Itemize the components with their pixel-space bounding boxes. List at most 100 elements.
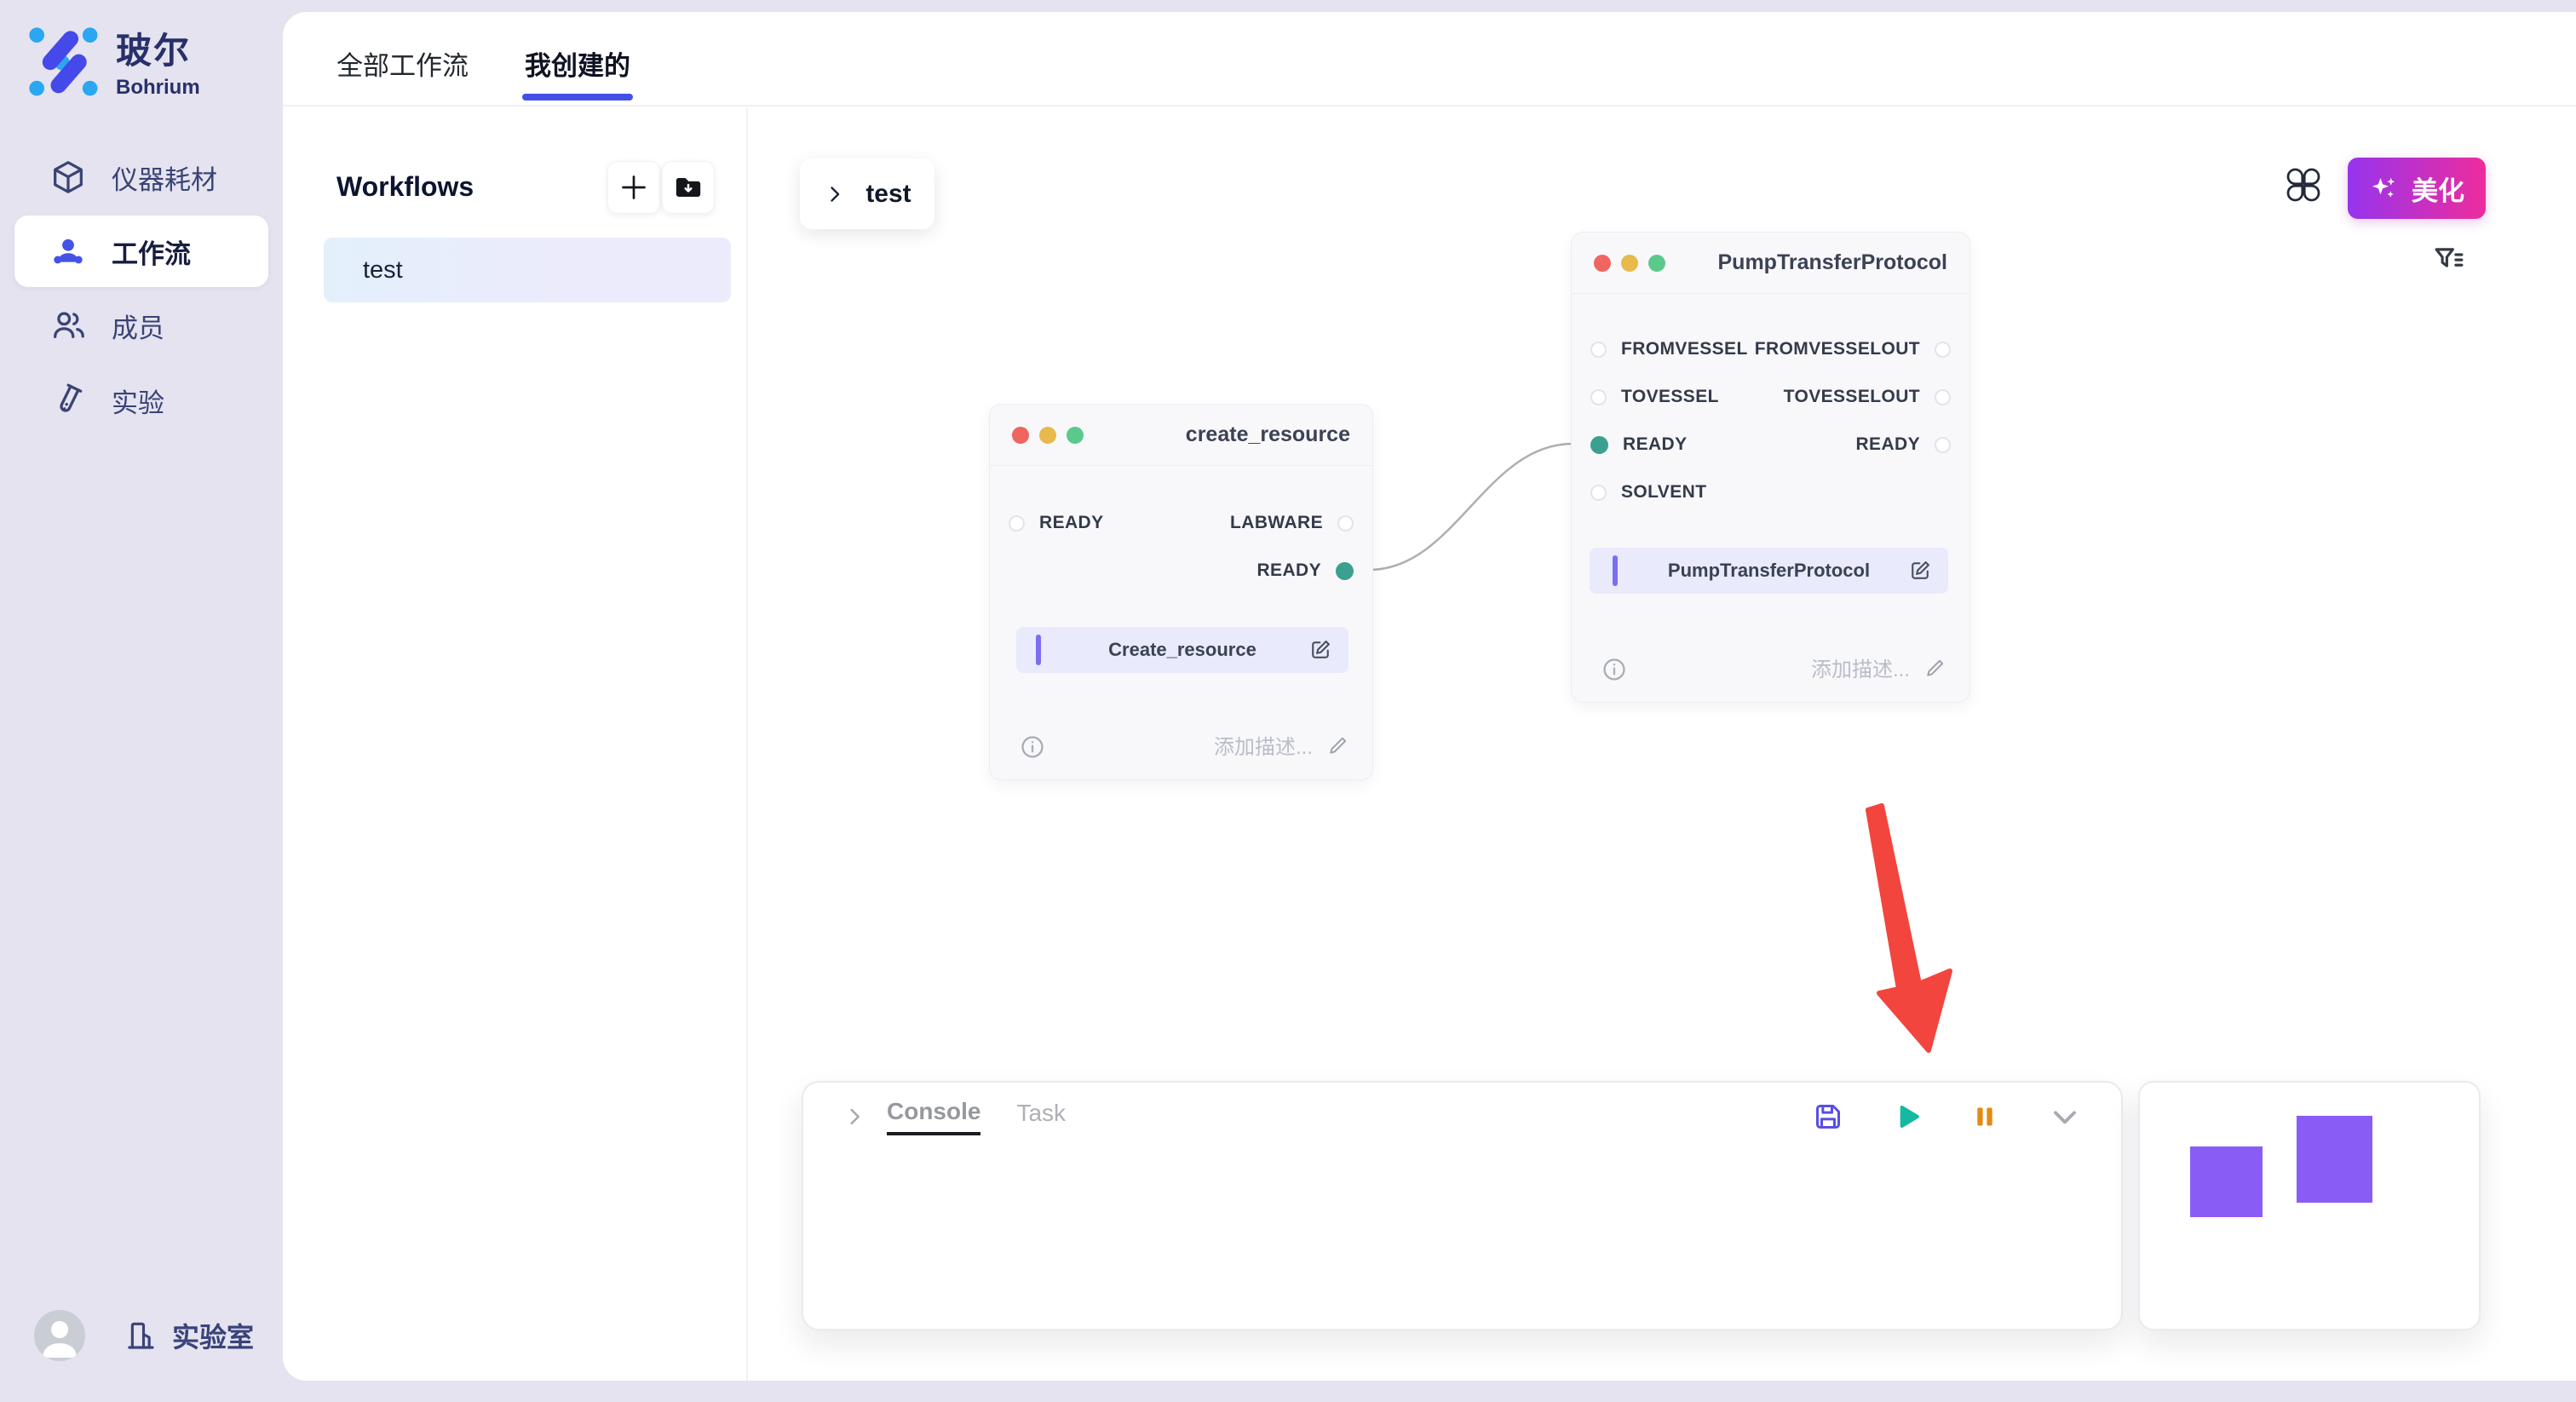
tab-created-by-me[interactable]: 我创建的 <box>522 44 633 105</box>
port-label: TOVESSEL <box>1621 387 1719 406</box>
node-pump-transfer-protocol[interactable]: PumpTransferProtocol FROMVESSEL FROMVESS… <box>1571 232 1970 703</box>
workspace-switcher[interactable]: 实验室 <box>123 1316 254 1355</box>
port-label: FROMVESSELOUT <box>1754 339 1920 359</box>
node-traffic-lights <box>1594 254 1665 272</box>
add-description[interactable]: 添加描述... <box>1214 730 1350 760</box>
output-port-ready: READY <box>1256 554 1354 588</box>
collapse-chevron-right-icon[interactable] <box>841 1103 868 1130</box>
action-label: PumpTransferProtocol <box>1667 560 1871 581</box>
command-palette-icon[interactable] <box>2283 164 2324 205</box>
port-handle[interactable] <box>1935 388 1951 405</box>
members-icon <box>54 312 84 339</box>
port-handle[interactable] <box>1337 514 1354 531</box>
node-action-create-resource[interactable]: Create_resource <box>1016 627 1348 673</box>
console-actions <box>1811 1098 2084 1135</box>
port-label: READY <box>1256 560 1321 580</box>
tab-all-workflows[interactable]: 全部工作流 <box>336 51 469 81</box>
save-icon[interactable] <box>1811 1100 1845 1134</box>
workflow-tabbar: 全部工作流 我创建的 <box>283 12 2576 106</box>
pencil-icon <box>1927 659 1944 676</box>
workflow-list-panel: Workflows test <box>283 108 748 1381</box>
output-port-labware: LABWARE <box>1230 506 1354 540</box>
port-label: READY <box>1855 434 1920 454</box>
workflow-list-item-test[interactable]: test <box>324 238 731 302</box>
filter-icon[interactable] <box>2431 243 2467 279</box>
sidebar: 玻尔 Bohrium 仪器耗材 工作流 成员 <box>0 0 283 1402</box>
port-handle[interactable] <box>1935 341 1951 358</box>
task-tab[interactable]: Task <box>1016 1100 1067 1126</box>
action-label: Create_resource <box>1108 639 1256 660</box>
sidebar-item-members[interactable]: 成员 <box>14 290 268 361</box>
add-workflow-button[interactable] <box>607 161 660 214</box>
port-label: READY <box>1039 513 1104 532</box>
output-port-fromvesselout: FROMVESSELOUT <box>1755 332 1951 366</box>
annotation-arrow <box>1866 803 1952 1053</box>
run-play-icon[interactable] <box>1891 1100 1923 1133</box>
port-handle-connected[interactable] <box>1336 561 1354 580</box>
port-handle[interactable] <box>1590 341 1607 358</box>
input-port-tovessel: TOVESSEL <box>1590 380 1719 414</box>
console-panel: Console Task <box>802 1081 2123 1330</box>
beautify-button[interactable]: 美化 <box>2348 158 2486 219</box>
sidebar-item-instruments[interactable]: 仪器耗材 <box>14 141 268 213</box>
panel-title: Workflows <box>336 171 474 202</box>
edit-icon[interactable] <box>1907 558 1933 583</box>
bohrium-logo-icon <box>29 26 98 95</box>
console-tab[interactable]: Console <box>887 1098 981 1135</box>
node-header: create_resource <box>990 405 1372 466</box>
input-port-ready: READY <box>1590 428 1688 462</box>
chevron-down-icon[interactable] <box>2046 1098 2084 1135</box>
port-handle-connected[interactable] <box>1590 435 1608 454</box>
port-handle[interactable] <box>1935 436 1951 453</box>
add-description[interactable]: 添加描述... <box>1811 652 1947 682</box>
pause-icon[interactable] <box>1969 1101 2000 1132</box>
console-header: Console Task <box>803 1083 2121 1151</box>
traffic-light-red <box>1594 254 1611 272</box>
info-icon[interactable] <box>1019 733 1046 761</box>
edit-icon[interactable] <box>1308 637 1333 663</box>
canvas-breadcrumb[interactable]: test <box>800 158 934 229</box>
main-content: 全部工作流 我创建的 Workflows test <box>283 12 2576 1381</box>
traffic-light-green <box>1067 426 1084 444</box>
traffic-light-yellow <box>1039 426 1056 444</box>
port-label: TOVESSELOUT <box>1783 387 1920 406</box>
input-port-ready: READY <box>1009 506 1104 540</box>
traffic-light-green <box>1648 254 1665 272</box>
node-body: FROMVESSEL FROMVESSELOUT TOVESSEL TOVESS… <box>1572 294 1969 702</box>
sidebar-item-label: 工作流 <box>112 238 191 269</box>
traffic-light-red <box>1012 426 1029 444</box>
traffic-light-yellow <box>1621 254 1638 272</box>
sidebar-item-label: 实验 <box>112 388 164 418</box>
chevron-right-icon <box>831 186 840 202</box>
node-footer: 添加描述... <box>1572 652 1969 687</box>
flow-canvas[interactable]: test 美化 <box>750 108 2576 1381</box>
node-footer: 添加描述... <box>990 730 1372 764</box>
sidebar-item-label: 仪器耗材 <box>112 164 217 195</box>
sidebar-footer: 实验室 <box>34 1310 254 1361</box>
user-avatar[interactable] <box>34 1310 85 1361</box>
info-icon[interactable] <box>1601 656 1628 683</box>
minimap-node-pump-transfer <box>2297 1116 2372 1203</box>
input-port-fromvessel: FROMVESSEL <box>1590 332 1748 366</box>
edge-create-resource-to-pump <box>1368 442 1573 572</box>
node-title: PumpTransferProtocol <box>1717 250 1948 274</box>
port-label: READY <box>1623 434 1688 454</box>
sidebar-item-workflow[interactable]: 工作流 <box>14 215 268 287</box>
port-handle[interactable] <box>1590 388 1607 405</box>
port-label: LABWARE <box>1230 513 1323 532</box>
port-handle[interactable] <box>1009 514 1025 531</box>
node-action-pump-transfer[interactable]: PumpTransferProtocol <box>1590 548 1948 594</box>
port-handle[interactable] <box>1590 484 1607 501</box>
port-label: FROMVESSEL <box>1621 339 1748 359</box>
action-accent-bar <box>1613 555 1618 586</box>
node-header: PumpTransferProtocol <box>1572 233 1969 294</box>
node-create-resource[interactable]: create_resource READY LABWARE READY Cre <box>989 404 1373 780</box>
sparkles-icon <box>2372 177 2395 198</box>
port-label: SOLVENT <box>1621 482 1707 502</box>
beautify-label: 美化 <box>2412 175 2464 206</box>
sidebar-item-experiments[interactable]: 实验 <box>14 365 268 436</box>
import-workflow-button[interactable] <box>662 161 715 214</box>
minimap[interactable] <box>2138 1081 2481 1330</box>
brand-logo: 玻尔 Bohrium <box>26 22 200 100</box>
